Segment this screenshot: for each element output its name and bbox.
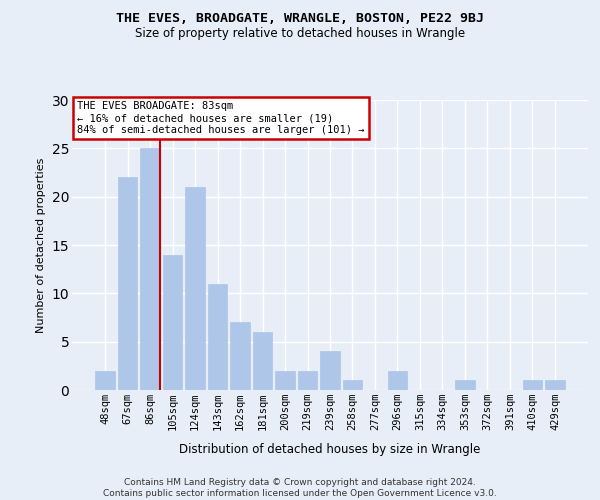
Bar (455, 380, 475, 390)
Bar (140, 148, 160, 390)
Bar (320, 352, 340, 390)
Y-axis label: Number of detached properties: Number of detached properties (36, 158, 46, 332)
Text: THE EVES BROADGATE: 83sqm
← 16% of detached houses are smaller (19)
84% of semi-: THE EVES BROADGATE: 83sqm ← 16% of detac… (77, 102, 365, 134)
Bar (95, 370, 115, 390)
Bar (253, 332, 272, 390)
Bar (230, 322, 250, 390)
Text: Size of property relative to detached houses in Wrangle: Size of property relative to detached ho… (135, 28, 465, 40)
Bar (545, 380, 565, 390)
Bar (523, 380, 542, 390)
Text: THE EVES, BROADGATE, WRANGLE, BOSTON, PE22 9BJ: THE EVES, BROADGATE, WRANGLE, BOSTON, PE… (116, 12, 484, 26)
Bar (388, 370, 407, 390)
Bar (298, 370, 317, 390)
Bar (343, 380, 362, 390)
Bar (185, 187, 205, 390)
Bar (208, 284, 227, 390)
Text: Contains HM Land Registry data © Crown copyright and database right 2024.
Contai: Contains HM Land Registry data © Crown c… (103, 478, 497, 498)
Bar (118, 178, 137, 390)
Bar (275, 370, 295, 390)
Text: Distribution of detached houses by size in Wrangle: Distribution of detached houses by size … (179, 442, 481, 456)
Bar (163, 254, 182, 390)
